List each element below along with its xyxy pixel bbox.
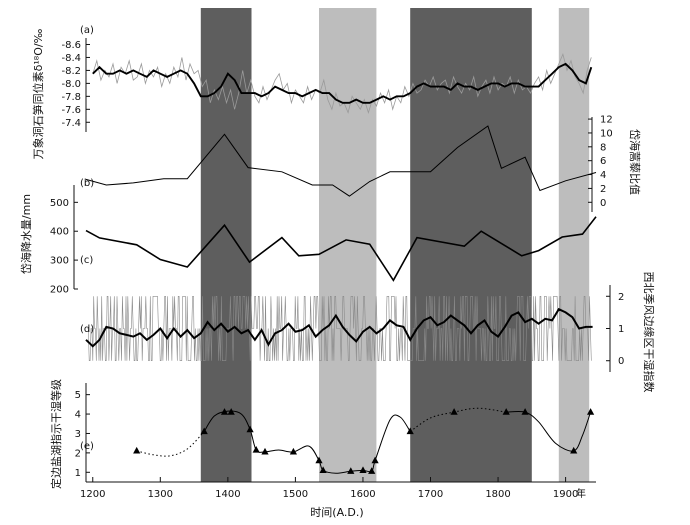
panel-e-tick-label-1: 2	[75, 448, 81, 459]
x-tick-label-1600: 1600	[350, 489, 375, 500]
panel-a-ylabel: 万象洞石笋同位素δ¹⁸O/‰	[31, 28, 45, 159]
panel-e-point-18	[570, 446, 578, 454]
panel-b-tag: (b)	[80, 178, 94, 189]
panel-e-point-3	[227, 408, 235, 415]
panel-b-tick-label-4: 8	[600, 142, 606, 153]
panel-e-point-0	[133, 446, 141, 454]
panel-e-point-9	[319, 466, 327, 473]
panel-e-ylabel: 定边盐湖指示干湿等级	[49, 379, 63, 489]
panel-c-series-line	[85, 216, 597, 282]
panel-d-series-smoothed	[85, 307, 593, 348]
panel-e-point-4	[246, 425, 254, 433]
x-tick-label-1800: 1800	[485, 489, 510, 500]
panel-a-tag: (a)	[80, 25, 94, 36]
panel-b-ylabel: 岱海蒿藜比值	[628, 129, 642, 195]
shaded-periods	[200, 8, 590, 482]
panel-c-tag: (c)	[80, 255, 93, 266]
x-tick-label-1500: 1500	[283, 489, 308, 500]
panel-b-tick-label-5: 10	[600, 128, 613, 139]
panel-e-point-7	[289, 447, 297, 455]
x-axis-label: 时间(A.D.)	[310, 506, 363, 519]
panel-e-tag: (e)	[80, 441, 94, 452]
panel-b-tick-label-2: 4	[600, 170, 606, 181]
panel-d-tick-label-0: 0	[618, 356, 624, 367]
band-1	[200, 8, 252, 482]
band-3	[410, 8, 532, 482]
panel-b-tick-label-1: 2	[600, 184, 606, 195]
panel-c-tick-label-3: 500	[50, 198, 69, 209]
panel-e-point-14	[406, 427, 414, 435]
panel-d-tag: (d)	[80, 324, 94, 335]
panel-d-tick-label-1: 1	[618, 324, 624, 335]
panel-a-tick-label-2: -8.2	[61, 66, 81, 77]
panel-e-tick-label-3: 4	[75, 410, 81, 421]
panel-a-tick-label-6: -7.4	[61, 118, 81, 129]
x-tick-label-1900: 1900	[553, 489, 578, 500]
panel-e-point-17	[521, 408, 529, 415]
panel-b: 0 2 4 6 8 10 12 (b) 岱海蒿藜比值	[80, 115, 642, 212]
panel-a-tick-label-0: -8.6	[61, 40, 81, 51]
panel-e-point-10	[347, 467, 355, 474]
panel-e-dotted-1	[136, 431, 205, 457]
panel-e-point-2	[220, 408, 229, 415]
x-axis-unit-label: 年	[576, 487, 586, 500]
panel-b-tick-label-6: 12	[600, 115, 613, 126]
panel-d-series-raw	[87, 296, 592, 361]
x-tick-label-1200: 1200	[80, 489, 105, 500]
panel-c-tick-label-0: 200	[50, 285, 69, 296]
panel-e-point-6	[261, 447, 269, 455]
panel-a-tick-label-4: -7.8	[61, 92, 81, 103]
panel-c-tick-label-1: 300	[50, 256, 69, 267]
panel-c: 200 300 400 500 (c) 岱海降水量/mm	[19, 185, 597, 296]
panel-e-point-12	[368, 467, 376, 474]
panel-d-tick-label-2: 2	[618, 292, 624, 303]
panel-a-tick-label-1: -8.4	[61, 53, 81, 64]
x-tick-label-1300: 1300	[148, 489, 173, 500]
panel-e-point-5	[252, 446, 260, 453]
panel-e-point-19	[587, 408, 595, 415]
panel-d: 0 1 2 (d) 西北季风边缘区干湿指数	[80, 272, 656, 393]
band-2	[319, 8, 377, 482]
x-tick-label-1400: 1400	[215, 489, 240, 500]
panel-c-ylabel: 岱海降水量/mm	[19, 194, 33, 274]
panel-a-series-smoothed	[92, 62, 593, 104]
panel-a-tick-label-5: -7.6	[61, 105, 81, 116]
panel-e: 1 2 3 4 5 (e) 定边盐湖指示干湿等级	[49, 379, 595, 489]
panel-e-point-11	[359, 466, 367, 473]
band-4	[558, 8, 590, 482]
panel-e-point-1	[200, 427, 208, 435]
panel-e-tick-label-0: 1	[75, 468, 81, 479]
panel-e-tick-label-4: 5	[75, 390, 81, 401]
x-axis: 1200 1300 1400 1500 1600 1700 1800 1900 年 时间(A.…	[80, 477, 596, 519]
panel-e-tick-label-2: 3	[75, 429, 81, 440]
panel-e-point-16	[502, 408, 510, 415]
panel-d-ylabel: 西北季风边缘区干湿指数	[642, 272, 656, 393]
panel-a-tick-label-3: -8.0	[61, 79, 81, 90]
panel-b-series-line	[85, 125, 597, 197]
panel-e-point-8	[315, 456, 323, 464]
x-tick-label-1700: 1700	[418, 489, 443, 500]
panel-c-tick-label-2: 400	[50, 227, 69, 238]
panel-b-tick-label-3: 6	[600, 156, 606, 167]
panel-e-point-15	[450, 408, 458, 415]
panel-e-point-13	[371, 456, 379, 464]
panel-a: -8.6 -8.4 -8.2 -8.0 -7.8 -7.6 -7.4 (a) 万象洞石笋同位…	[31, 25, 593, 159]
panel-b-tick-label-0: 0	[600, 198, 606, 209]
